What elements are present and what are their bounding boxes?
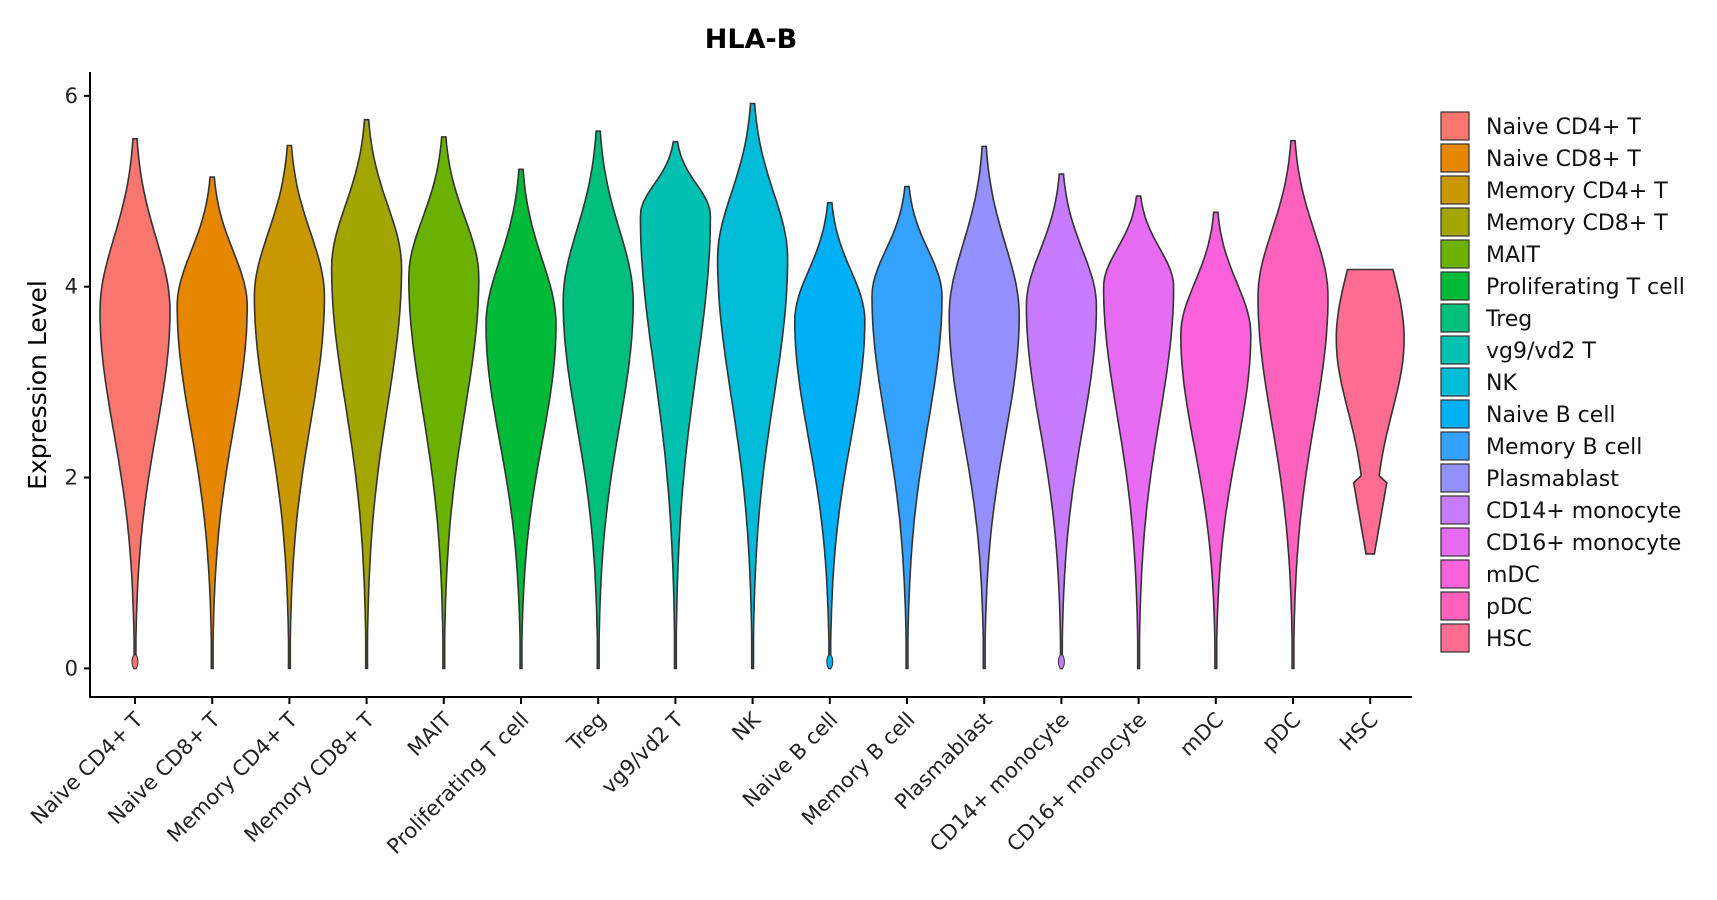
x-tick-label: CD16+ monocyte xyxy=(1002,708,1151,857)
legend-label: pDC xyxy=(1486,595,1532,620)
y-tick-label: 2 xyxy=(65,466,78,490)
legend-label: Memory CD4+ T xyxy=(1486,179,1668,204)
legend-swatch xyxy=(1440,623,1470,653)
violin-mdc xyxy=(1179,211,1252,670)
legend-swatch xyxy=(1440,367,1470,397)
legend-swatch xyxy=(1440,495,1470,525)
x-tick-label: Treg xyxy=(562,708,611,757)
legend-swatch xyxy=(1440,303,1470,333)
legend-swatch xyxy=(1440,271,1470,301)
legend-label: Proliferating T cell xyxy=(1486,275,1685,300)
x-tick-label: pDC xyxy=(1257,708,1305,756)
y-ticks: 0 2 4 6 xyxy=(65,84,90,680)
violin-hsc xyxy=(1335,268,1405,555)
y-tick-label: 6 xyxy=(65,84,78,108)
legend-swatch xyxy=(1440,207,1470,237)
y-tick-label: 0 xyxy=(65,656,78,680)
violin-plasmablast xyxy=(948,145,1021,670)
violin-memory-cd8-t xyxy=(330,118,403,670)
x-tick-label: NK xyxy=(727,707,766,746)
x-tick-label: Memory CD4+ T xyxy=(162,707,302,847)
violin-naive-cd8-t xyxy=(176,176,248,670)
legend-swatch xyxy=(1440,175,1470,205)
violin-memory-cd4-t xyxy=(253,144,326,670)
violin-vg9-vd2-t xyxy=(639,140,712,670)
violin-nk xyxy=(716,102,789,670)
legend-label: Naive CD8+ T xyxy=(1486,147,1641,172)
y-tick-label: 4 xyxy=(65,275,78,299)
legend-label: MAIT xyxy=(1486,243,1541,268)
violin-pdc xyxy=(1257,139,1329,670)
legend-label: CD16+ monocyte xyxy=(1486,531,1681,556)
violin-naive-b-cell xyxy=(793,201,866,670)
violin-memory-b-cell xyxy=(871,185,943,670)
violin-proliferating-t-cell xyxy=(485,168,557,670)
violin-zero-blob xyxy=(1057,654,1065,670)
legend-label: mDC xyxy=(1486,563,1540,588)
legend-label: Memory CD8+ T xyxy=(1486,211,1668,236)
chart-title: HLA-B xyxy=(705,24,797,55)
y-axis-label: Expression Level xyxy=(23,280,52,490)
violin-zero-blob xyxy=(826,654,834,670)
legend-label: Memory B cell xyxy=(1486,435,1642,460)
legend-swatch xyxy=(1440,335,1470,365)
violin-mait xyxy=(407,136,480,670)
x-tick-label: MAIT xyxy=(403,707,457,761)
x-tick-label: Proliferating T cell xyxy=(382,708,533,859)
legend-label: vg9/vd2 T xyxy=(1486,339,1596,364)
legend-swatch xyxy=(1440,111,1470,141)
legend-swatch xyxy=(1440,527,1470,557)
violin-cd16-monocyte xyxy=(1102,195,1175,670)
legend-label: Naive CD4+ T xyxy=(1486,115,1641,140)
violins-layer xyxy=(99,102,1405,670)
legend-label: Treg xyxy=(1485,307,1532,332)
violin-zero-blob xyxy=(131,654,139,670)
x-tick-label: mDC xyxy=(1175,708,1228,761)
x-tick-label: Memory CD8+ T xyxy=(240,707,380,847)
legend-swatch xyxy=(1440,239,1470,269)
legend-swatch xyxy=(1440,591,1470,621)
legend-swatch xyxy=(1440,431,1470,461)
legend-label: CD14+ monocyte xyxy=(1486,499,1681,524)
x-tick-label: HSC xyxy=(1335,708,1383,756)
x-tick-label: CD14+ monocyte xyxy=(925,708,1074,857)
legend-label: HSC xyxy=(1486,627,1532,652)
legend-swatch xyxy=(1440,143,1470,173)
violin-naive-cd4-t xyxy=(99,138,171,670)
violin-cd14-monocyte xyxy=(1025,173,1098,670)
legend-swatch xyxy=(1440,399,1470,429)
legend: Naive CD4+ T Naive CD8+ T Memory CD4+ T Mem… xyxy=(1440,111,1685,653)
violin-treg xyxy=(562,130,634,670)
legend-label: Naive B cell xyxy=(1486,403,1616,428)
legend-swatch xyxy=(1440,463,1470,493)
legend-label: NK xyxy=(1486,371,1517,396)
x-tick-label: vg9/vd2 T xyxy=(597,707,688,798)
legend-swatch xyxy=(1440,559,1470,589)
legend-label: Plasmablast xyxy=(1486,467,1619,492)
